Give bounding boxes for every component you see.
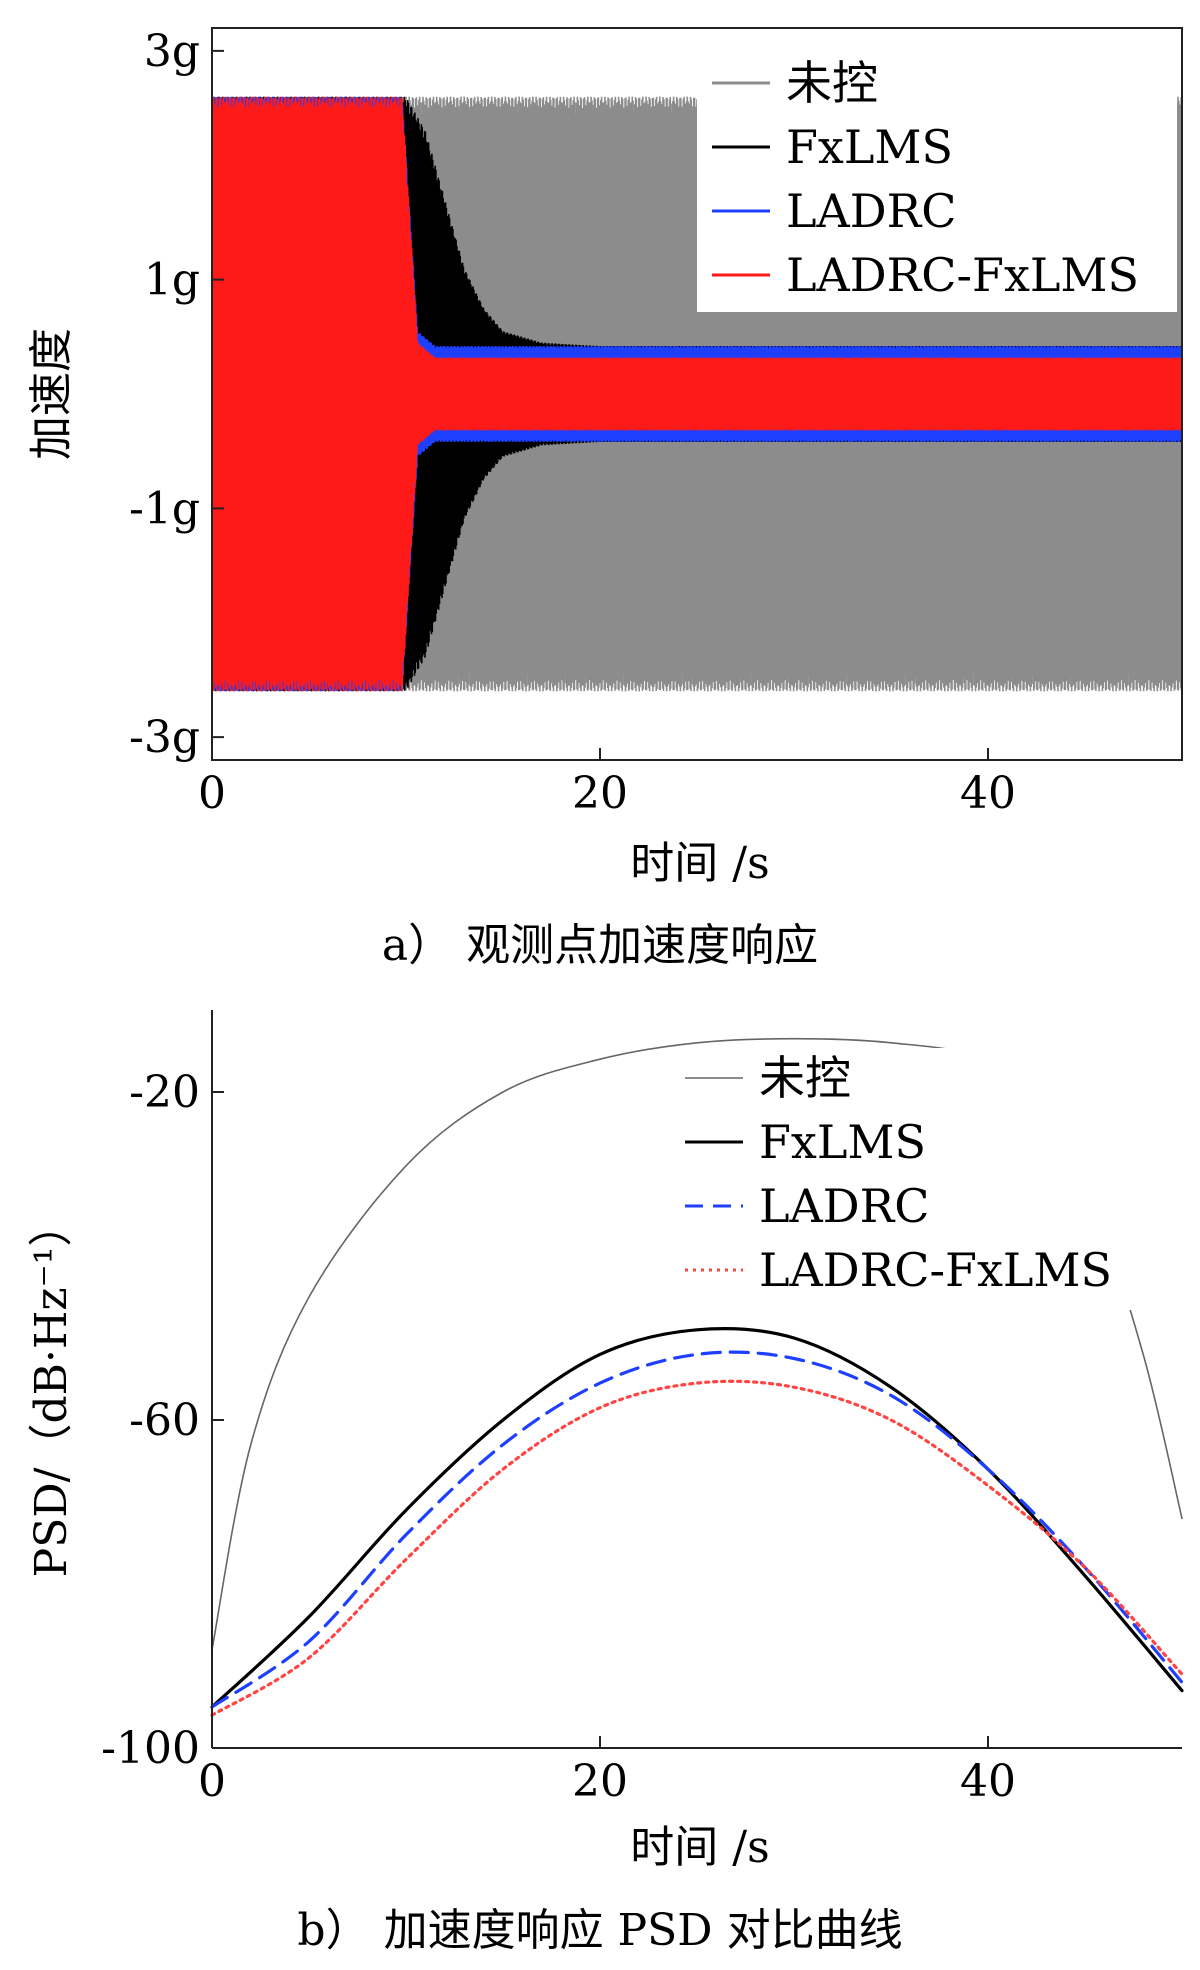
- panel-a-caption: a） 观测点加速度响应: [382, 920, 818, 971]
- panel-b-xtick-label: 40: [960, 1756, 1016, 1807]
- panel-a-ytick-label: 3g: [144, 26, 200, 77]
- panel-b-series-ladrc: [210, 1350, 1184, 1709]
- panel-a-ytick-label: -3g: [129, 712, 200, 763]
- panel-b-ticks: 0 20 40 -20 -60 -100: [101, 1067, 1016, 1807]
- panel-b-legend-label-fxlms: FxLMS: [759, 1115, 926, 1169]
- panel-b-xtick-label: 20: [572, 1756, 628, 1807]
- panel-b-ytick-label: -100: [101, 1723, 200, 1774]
- panel-a-ytick-label: 1g: [144, 255, 200, 306]
- panel-b-legend-label-ladrc: LADRC: [759, 1179, 929, 1233]
- panel-a-ytick-label: -1g: [129, 483, 200, 534]
- panel-a-xtick-label: 0: [198, 768, 226, 819]
- panel-a-series-ladrc-fxlms: [211, 96, 1183, 692]
- panel-a-axes-frame: [211, 27, 1183, 761]
- panel-a-legend-label-uncontrolled: 未控: [786, 56, 878, 110]
- panel-a-ticks: 0 20 40 3g 1g -1g -3g: [129, 26, 1016, 819]
- panel-b-psd-comparison: 0 20 40 -20 -60 -100 时间 /s PSD/（dB·Hz⁻¹） 未控 Fx…: [26, 1010, 1184, 1956]
- panel-a-legend-label-ladrc-fxlms: LADRC-FxLMS: [786, 248, 1139, 302]
- panel-b-ytick-label: -60: [129, 1395, 200, 1446]
- panel-b-legend-label-uncontrolled: 未控: [759, 1051, 851, 1105]
- panel-b-legend-box: [670, 1048, 1180, 1310]
- panel-b-ytick-label: -20: [129, 1067, 200, 1118]
- panel-b-xtick-label: 0: [198, 1756, 226, 1807]
- panel-a-xtick-label: 20: [572, 768, 628, 819]
- panel-a-xtick-label: 40: [960, 768, 1016, 819]
- panel-a-accel-response: 0 20 40 3g 1g -1g -3g 时间 /s 加速度 未控 FxLMS LADRC LA…: [26, 26, 1183, 971]
- panel-a-legend-label-fxlms: FxLMS: [786, 120, 953, 174]
- panel-b-legend-label-ladrc-fxlms: LADRC-FxLMS: [759, 1243, 1112, 1297]
- panel-b-xlabel: 时间 /s: [630, 1822, 769, 1873]
- panel-a-legend-label-ladrc: LADRC: [786, 184, 956, 238]
- panel-b-series-ladrc-fxlms: [210, 1379, 1184, 1717]
- panel-b-legend: 未控 FxLMS LADRC LADRC-FxLMS: [670, 1048, 1180, 1310]
- panel-b-ylabel: PSD/（dB·Hz⁻¹）: [26, 1203, 77, 1578]
- panel-b-caption: b） 加速度响应 PSD 对比曲线: [297, 1905, 902, 1956]
- panel-b-series-fxlms: [210, 1326, 1184, 1709]
- panel-a-ylabel: 加速度: [26, 328, 77, 460]
- panel-a-legend-box: [697, 52, 1177, 312]
- panel-a-legend: 未控 FxLMS LADRC LADRC-FxLMS: [697, 52, 1177, 312]
- panel-a-xlabel: 时间 /s: [630, 838, 769, 889]
